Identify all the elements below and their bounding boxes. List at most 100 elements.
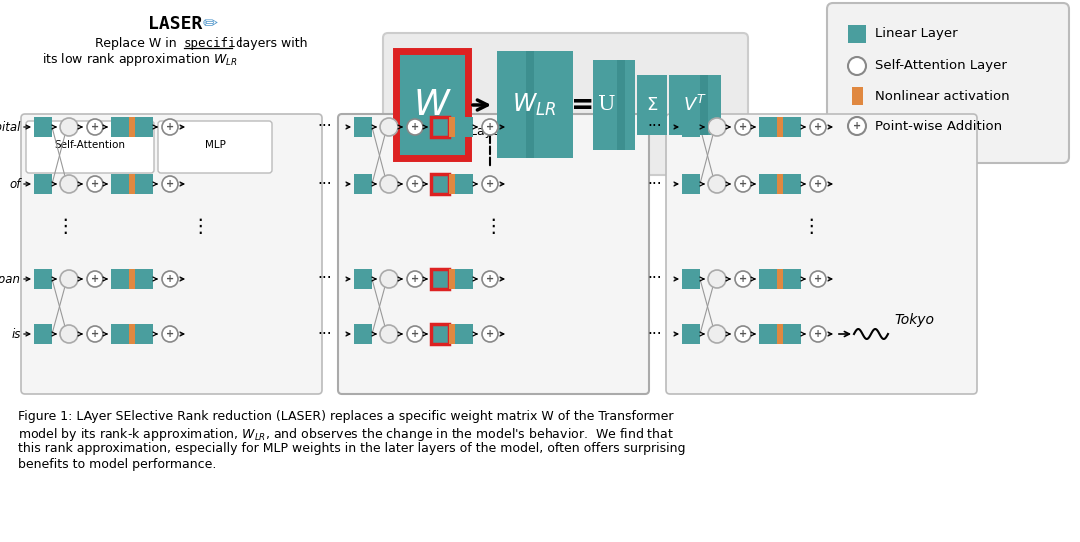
- Text: $\Sigma$: $\Sigma$: [646, 96, 658, 114]
- Circle shape: [380, 118, 399, 136]
- Bar: [455, 117, 473, 137]
- Bar: [783, 174, 801, 194]
- Text: +: +: [166, 179, 174, 189]
- Text: ···: ···: [318, 177, 333, 191]
- Circle shape: [810, 176, 826, 192]
- Text: Linear Layer: Linear Layer: [875, 28, 958, 41]
- Bar: [135, 324, 153, 344]
- Text: of: of: [10, 177, 21, 190]
- Bar: [777, 174, 783, 194]
- Bar: [129, 269, 135, 289]
- Bar: [681, 117, 700, 137]
- Text: +: +: [739, 122, 747, 132]
- Circle shape: [162, 119, 178, 135]
- Bar: [449, 117, 455, 137]
- FancyBboxPatch shape: [827, 3, 1069, 163]
- Text: this rank approximation, especially for MLP weights in the later layers of the m: this rank approximation, especially for …: [18, 442, 686, 455]
- Text: +: +: [486, 122, 494, 132]
- Bar: [129, 117, 135, 137]
- Text: ⋮: ⋮: [55, 217, 75, 236]
- Circle shape: [60, 270, 78, 288]
- Text: Japan: Japan: [0, 273, 21, 286]
- Bar: [431, 269, 449, 289]
- Text: ···: ···: [648, 177, 662, 191]
- Text: +: +: [814, 122, 822, 132]
- Text: U: U: [598, 95, 616, 114]
- Bar: [354, 269, 372, 289]
- Bar: [455, 174, 473, 194]
- Bar: [681, 324, 700, 344]
- Bar: [33, 117, 52, 137]
- Text: ···: ···: [318, 326, 333, 341]
- Circle shape: [407, 119, 423, 135]
- Text: ⋮: ⋮: [484, 217, 503, 236]
- FancyBboxPatch shape: [21, 114, 322, 394]
- Bar: [449, 174, 455, 194]
- Circle shape: [60, 175, 78, 193]
- Text: ✏: ✏: [202, 15, 217, 33]
- Circle shape: [708, 270, 726, 288]
- Bar: [431, 117, 449, 137]
- Text: +: +: [814, 329, 822, 339]
- Text: ⋮: ⋮: [190, 217, 210, 236]
- Circle shape: [810, 271, 826, 287]
- Circle shape: [60, 325, 78, 343]
- Bar: [135, 269, 153, 289]
- Circle shape: [848, 117, 866, 135]
- Bar: [354, 117, 372, 137]
- Bar: [33, 174, 52, 194]
- Bar: [593, 60, 635, 150]
- Text: Nonlinear activation: Nonlinear activation: [875, 89, 1010, 102]
- Text: model by its rank-k approximation, $W_{LR}$, and observes the change in the mode: model by its rank-k approximation, $W_{L…: [18, 426, 674, 443]
- Circle shape: [482, 119, 498, 135]
- Circle shape: [380, 270, 399, 288]
- Circle shape: [87, 326, 103, 342]
- Circle shape: [407, 326, 423, 342]
- Circle shape: [87, 119, 103, 135]
- Text: LASER: LASER: [148, 15, 202, 33]
- Bar: [848, 25, 866, 43]
- Bar: [681, 174, 700, 194]
- Text: $W_{LR}$: $W_{LR}$: [512, 92, 556, 118]
- Text: ···: ···: [318, 119, 333, 134]
- Bar: [455, 324, 473, 344]
- Text: ···: ···: [648, 326, 662, 341]
- Circle shape: [162, 271, 178, 287]
- Bar: [681, 269, 700, 289]
- Circle shape: [735, 326, 751, 342]
- Text: +: +: [91, 179, 99, 189]
- Bar: [759, 174, 777, 194]
- Bar: [777, 117, 783, 137]
- Bar: [852, 87, 863, 105]
- Text: +: +: [91, 274, 99, 284]
- FancyBboxPatch shape: [158, 121, 272, 173]
- Bar: [135, 174, 153, 194]
- Text: +: +: [91, 122, 99, 132]
- Text: +: +: [739, 329, 747, 339]
- Circle shape: [87, 271, 103, 287]
- Text: specific: specific: [184, 36, 244, 49]
- Text: +: +: [166, 329, 174, 339]
- Text: +: +: [486, 274, 494, 284]
- Text: $V^T$: $V^T$: [683, 95, 707, 115]
- Circle shape: [380, 325, 399, 343]
- Text: ···: ···: [648, 119, 662, 134]
- Text: its low rank approximation $W_{LR}$: its low rank approximation $W_{LR}$: [42, 50, 238, 68]
- Bar: [637, 75, 667, 135]
- Text: layers with: layers with: [235, 36, 308, 49]
- Text: MLP: MLP: [204, 140, 226, 150]
- Bar: [111, 117, 129, 137]
- Bar: [111, 174, 129, 194]
- Bar: [396, 51, 468, 158]
- Bar: [455, 269, 473, 289]
- Text: =: =: [571, 91, 595, 119]
- Text: +: +: [814, 179, 822, 189]
- Text: +: +: [91, 329, 99, 339]
- Circle shape: [708, 118, 726, 136]
- Bar: [129, 174, 135, 194]
- Bar: [449, 324, 455, 344]
- Circle shape: [735, 119, 751, 135]
- Text: ···: ···: [318, 272, 333, 287]
- Circle shape: [482, 326, 498, 342]
- Bar: [431, 174, 449, 194]
